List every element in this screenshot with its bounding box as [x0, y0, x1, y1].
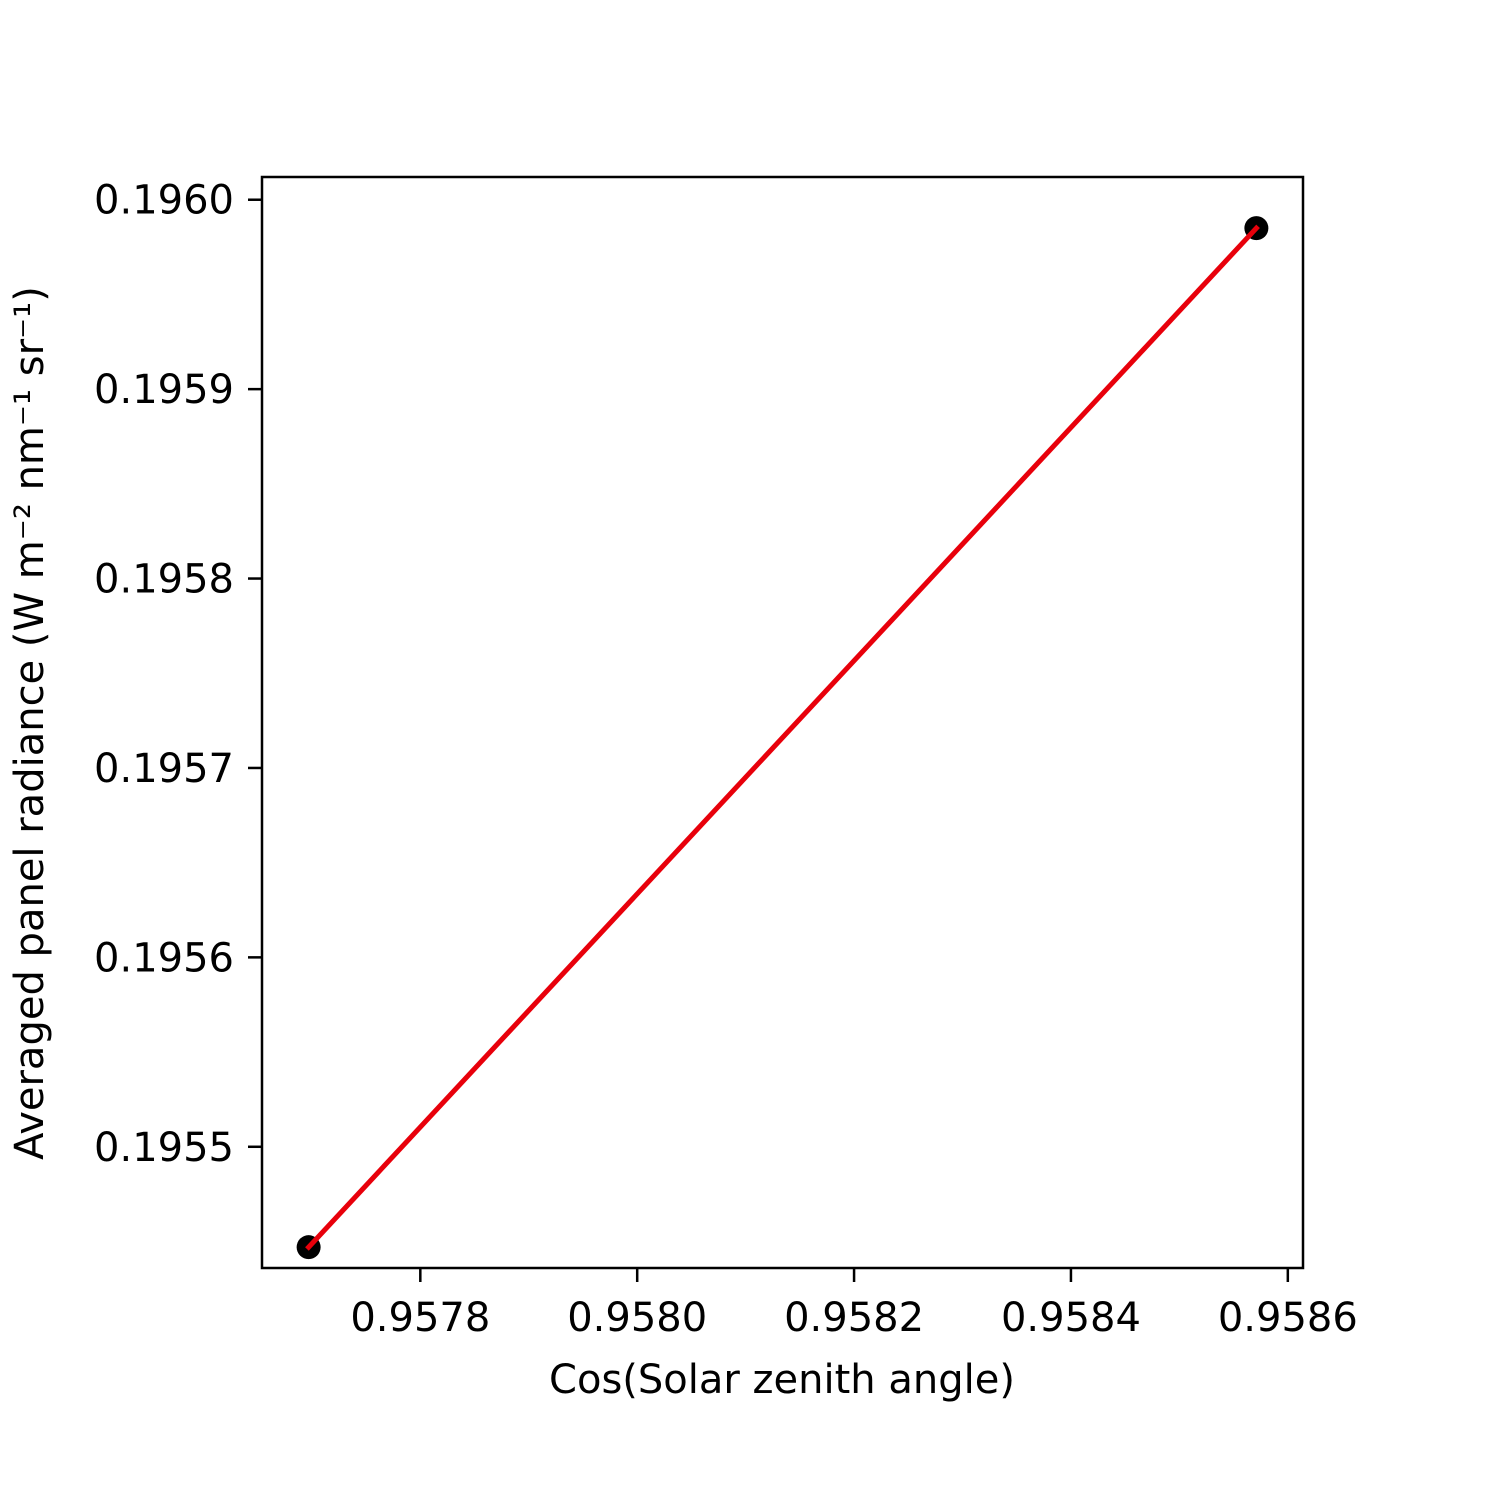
axes: 0.9578 0.9580 0.9582 0.9584 0.9586 0.1955 0.19… [94, 175, 1358, 1341]
y-tick-label: 0.1957 [94, 746, 234, 792]
x-tick-label: 0.9586 [1218, 1295, 1358, 1341]
x-tick-label: 0.9582 [784, 1295, 924, 1341]
y-axis-label: Averaged panel radiance (W m⁻² nm⁻¹ sr⁻¹… [7, 286, 53, 1160]
x-axis-label: Cos(Solar zenith angle) [549, 1357, 1015, 1403]
y-tick-label: 0.1960 [94, 178, 234, 224]
fit-line [305, 224, 1260, 1251]
x-tick-label: 0.9584 [1001, 1295, 1141, 1341]
x-tick-label: 0.9578 [350, 1295, 490, 1341]
y-tick-label: 0.1958 [94, 557, 234, 603]
axes-frame [260, 175, 1305, 1270]
plot-area [296, 216, 1269, 1260]
y-tick-label: 0.1956 [94, 935, 234, 981]
x-tick-label: 0.9580 [567, 1295, 707, 1341]
y-tick-label: 0.1955 [94, 1125, 234, 1171]
y-tick-label: 0.1959 [94, 367, 234, 413]
